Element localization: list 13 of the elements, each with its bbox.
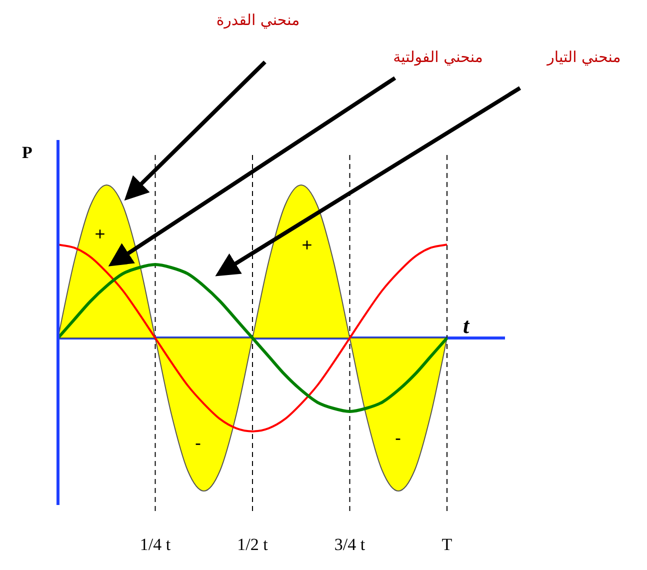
annotation: - <box>195 433 201 453</box>
y-axis-title: P <box>22 143 32 162</box>
text: منحني القدرة <box>216 11 300 29</box>
annotation: + <box>94 224 106 244</box>
text: منحني التيار <box>546 48 621 66</box>
text: منحني الفولتية <box>393 48 483 66</box>
annotation: - <box>395 428 401 448</box>
x-tick-label: 1/2 t <box>237 535 268 554</box>
annotation: + <box>302 235 312 255</box>
x-tick-label: 1/4 t <box>140 535 171 554</box>
x-tick-label: 3/4 t <box>334 535 366 554</box>
x-axis-title: t <box>463 313 470 338</box>
x-tick-label: T <box>442 535 453 554</box>
